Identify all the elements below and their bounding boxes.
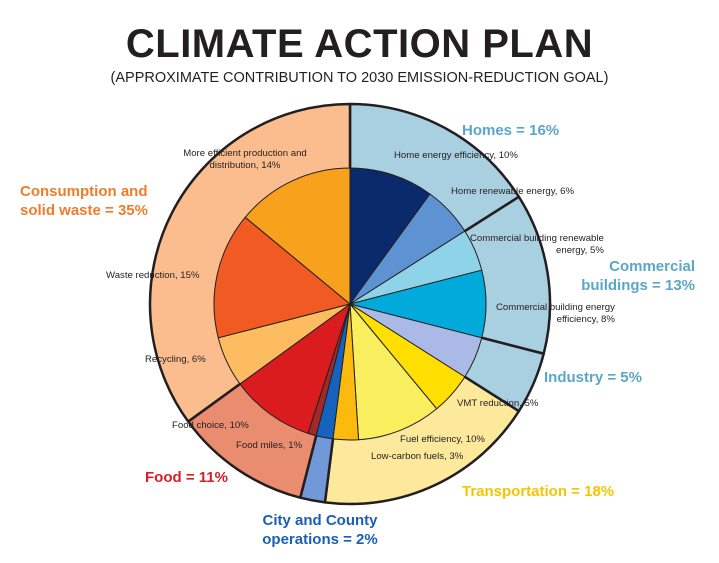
label-vmt-reduction: VMT reduction, 5% xyxy=(457,398,539,409)
label-commercial-efficiency-line1: Commercial building energy xyxy=(496,302,615,313)
label-waste-reduction: Waste reduction, 15% xyxy=(106,270,200,281)
label-commercial-line2: buildings = 13% xyxy=(581,277,695,294)
inner-slice-waste-reduction xyxy=(213,216,351,339)
label-city-line1: City and County xyxy=(262,512,378,529)
label-city-county: City and County operations = 2% xyxy=(240,511,400,549)
label-food-miles: Food miles, 1% xyxy=(236,440,303,451)
inner-slice-fuel-efficiency xyxy=(349,303,438,441)
label-commercial: Commercial buildings = 13% xyxy=(581,257,695,295)
label-homes: Homes = 16% xyxy=(462,122,560,139)
label-recycling: Recycling, 6% xyxy=(145,354,206,365)
label-industry: Industry = 5% xyxy=(544,369,642,386)
inner-slice-more-efficient-production-and-distribution xyxy=(244,167,351,305)
label-low-carbon-fuels: Low-carbon fuels, 3% xyxy=(371,451,464,462)
label-food: Food = 11% xyxy=(145,469,228,486)
label-consumption: Consumption and solid waste = 35% xyxy=(20,182,148,220)
label-commercial-renewable: Commercial building renewable energy, 5% xyxy=(470,233,604,257)
label-city-line2: operations = 2% xyxy=(262,531,378,548)
inner-slice-home-energy-efficiency xyxy=(349,167,431,305)
label-more-efficient: More efficient production and distributi… xyxy=(160,148,330,172)
label-more-efficient-line1: More efficient production and xyxy=(183,148,307,159)
label-transportation: Transportation = 18% xyxy=(462,483,615,500)
label-fuel-efficiency: Fuel efficiency, 10% xyxy=(400,434,485,445)
label-home-energy-efficiency: Home energy efficiency, 10% xyxy=(394,150,518,161)
label-commercial-renewable-line2: energy, 5% xyxy=(556,245,604,256)
label-more-efficient-line2: distribution, 14% xyxy=(209,160,281,171)
label-food-choice: Food choice, 10% xyxy=(172,420,249,431)
label-consumption-line1: Consumption and xyxy=(20,183,148,200)
label-commercial-efficiency-line2: efficiency, 8% xyxy=(556,314,615,325)
label-home-renewable: Home renewable energy, 6% xyxy=(451,186,575,197)
chart-subtitle: (APPROXIMATE CONTRIBUTION TO 2030 EMISSI… xyxy=(110,70,609,86)
label-commercial-renewable-line1: Commercial building renewable xyxy=(470,233,604,244)
label-commercial-efficiency: Commercial building energy efficiency, 8… xyxy=(496,302,615,326)
chart-title: CLIMATE ACTION PLAN xyxy=(125,22,594,66)
inner-slice-food-choice xyxy=(239,303,351,434)
label-commercial-line1: Commercial xyxy=(609,258,695,275)
label-consumption-line2: solid waste = 35% xyxy=(20,202,148,219)
